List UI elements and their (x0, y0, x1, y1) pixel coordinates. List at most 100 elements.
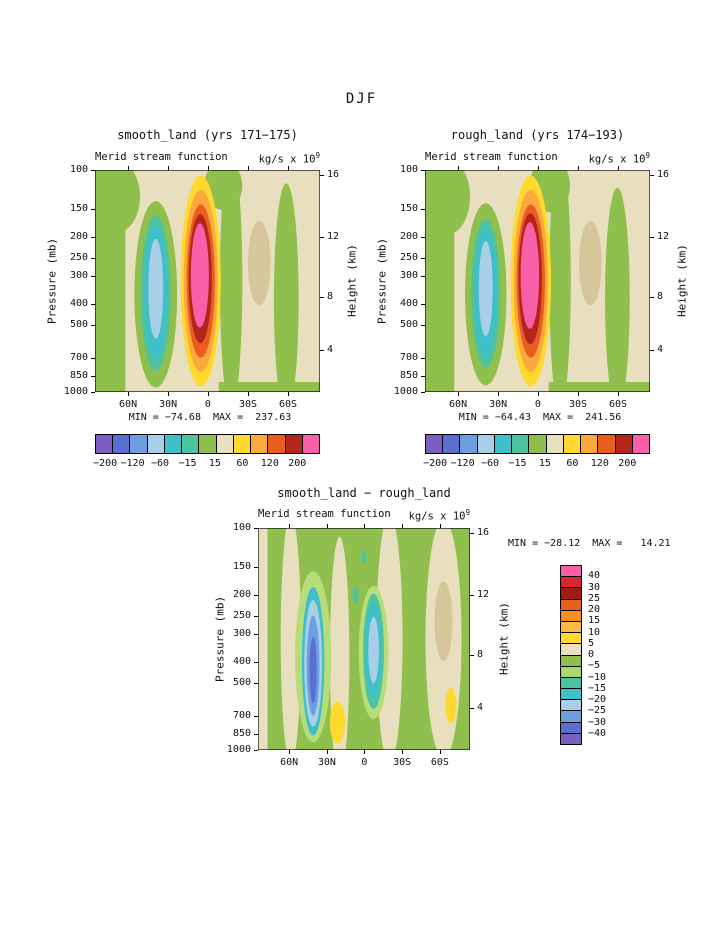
colorbar-cell (561, 722, 581, 734)
height-tick-mark (650, 174, 654, 176)
pressure-tick-mark (421, 376, 425, 378)
latitude-tick-label: 0 (204, 399, 211, 410)
latitude-tick-label: 30S (393, 757, 412, 768)
pressure-tick-mark (254, 661, 258, 663)
pressure-tick-label: 200 (399, 230, 418, 242)
colorbar-tick-label: −15 (588, 682, 607, 694)
latitude-tick-mark (289, 524, 291, 528)
colorbar-tick-label: −5 (588, 660, 601, 672)
contour-feature (520, 222, 540, 329)
colorbar-tick-label: 5 (588, 637, 595, 649)
pressure-tick-label: 1000 (226, 744, 251, 755)
figure-title: DJF (345, 91, 378, 107)
contour-feature (352, 585, 359, 604)
contour-plot (95, 170, 320, 392)
latitude-tick-mark (439, 524, 441, 528)
colorbar-tick-label: 10 (588, 626, 601, 638)
pressure-tick-mark (421, 258, 425, 260)
colorbar-tick-label: −200 (93, 458, 118, 469)
pressure-tick-label: 250 (232, 610, 251, 622)
pressure-tick-label: 300 (232, 627, 251, 639)
colorbar-tick-label: −60 (150, 458, 170, 469)
pressure-tick-label: 1000 (393, 386, 418, 397)
colorbar-tick-label: 25 (588, 592, 601, 604)
pressure-tick-label: 850 (69, 370, 88, 382)
colorbar-tick-label: 120 (590, 458, 609, 469)
colorbar-cell (561, 577, 581, 589)
panel-smooth-land: smooth_land (yrs 171−175) Merid stream f… (40, 120, 370, 476)
contour-feature (361, 550, 367, 564)
contour-feature (368, 616, 379, 684)
colorbar-cell (561, 700, 581, 712)
latitude-tick-mark (207, 166, 209, 170)
colorbar-cell (561, 655, 581, 667)
latitude-tick-label: 60S (279, 399, 298, 410)
height-tick-mark (320, 297, 324, 299)
colorbar-tick-label: −60 (480, 458, 500, 469)
colorbar-tick-label: 30 (588, 581, 601, 593)
latitude-tick-mark (128, 166, 130, 170)
pressure-tick-label: 850 (399, 370, 418, 382)
pressure-tick-mark (91, 275, 95, 277)
units-exponent: 9 (465, 508, 470, 517)
colorbar-cell (561, 711, 581, 723)
latitude-tick-mark (578, 392, 579, 396)
contour-feature (190, 223, 209, 328)
latitude-tick-mark (364, 524, 366, 528)
colorbar-cell (561, 677, 581, 690)
height-tick-mark (470, 708, 474, 710)
colorbar-labels: −200 −120 −60 −15 15 60 120 200 (423, 458, 650, 470)
field-units: kg/s x 109 (409, 508, 470, 523)
pressure-tick-label: 250 (69, 252, 88, 264)
colorbar-cell (561, 588, 581, 600)
pressure-tick-mark (254, 683, 258, 685)
contour-feature (219, 170, 243, 392)
colorbar-tick-label: −15 (508, 458, 527, 469)
latitude-tick-mark (288, 392, 290, 396)
pressure-tick-label: 300 (399, 269, 418, 281)
pressure-tick-label: 500 (69, 319, 88, 331)
pressure-tick-mark (91, 357, 95, 359)
latitude-tick-mark (402, 524, 404, 528)
contour-field-svg (95, 170, 320, 392)
height-tick-label: 4 (657, 344, 664, 356)
colorbar-cell (561, 689, 581, 701)
colorbar-tick-label: 15 (538, 458, 551, 469)
pressure-tick-label: 200 (232, 588, 251, 600)
height-tick-mark (470, 532, 474, 534)
colorbar-cell (426, 435, 444, 453)
latitude-tick-mark (364, 750, 366, 754)
latitude-tick-mark (289, 750, 291, 754)
height-tick-mark (320, 350, 324, 352)
colorbar-cell (268, 435, 286, 453)
pressure-tick-label: 150 (69, 203, 88, 215)
pressure-tick-mark (421, 303, 425, 305)
colorbar-cell (477, 435, 495, 453)
latitude-tick-label: 30S (568, 399, 588, 410)
colorbar-tick-label: 120 (260, 458, 279, 469)
latitude-tick-label: 30N (489, 399, 508, 410)
pressure-tick-label: 500 (232, 677, 251, 689)
pressure-tick-mark (254, 750, 258, 751)
latitude-tick-label: 0 (361, 757, 368, 768)
contour-feature (258, 528, 268, 750)
contour-feature (579, 221, 602, 306)
colorbar-cell (561, 610, 581, 622)
pressure-tick-mark (91, 209, 95, 211)
colorbar-cell (216, 435, 234, 453)
height-tick-mark (650, 236, 654, 238)
latitude-tick-mark (498, 166, 500, 170)
contour-feature (148, 238, 164, 339)
latitude-tick-mark (439, 750, 441, 754)
latitude-tick-label: 60N (280, 757, 299, 768)
height-tick-label: 12 (477, 588, 490, 600)
latitude-tick-mark (326, 524, 328, 528)
colorbar-tick-label: −20 (588, 694, 607, 705)
colorbar-tick-label: 15 (588, 615, 601, 627)
colorbar (560, 565, 582, 745)
pressure-tick-mark (254, 616, 258, 618)
colorbar-tick-label: −25 (588, 705, 607, 717)
latitude-tick-label: 30S (238, 399, 258, 410)
colorbar-tick-label: 20 (588, 604, 601, 615)
field-units: kg/s x 109 (259, 151, 320, 166)
